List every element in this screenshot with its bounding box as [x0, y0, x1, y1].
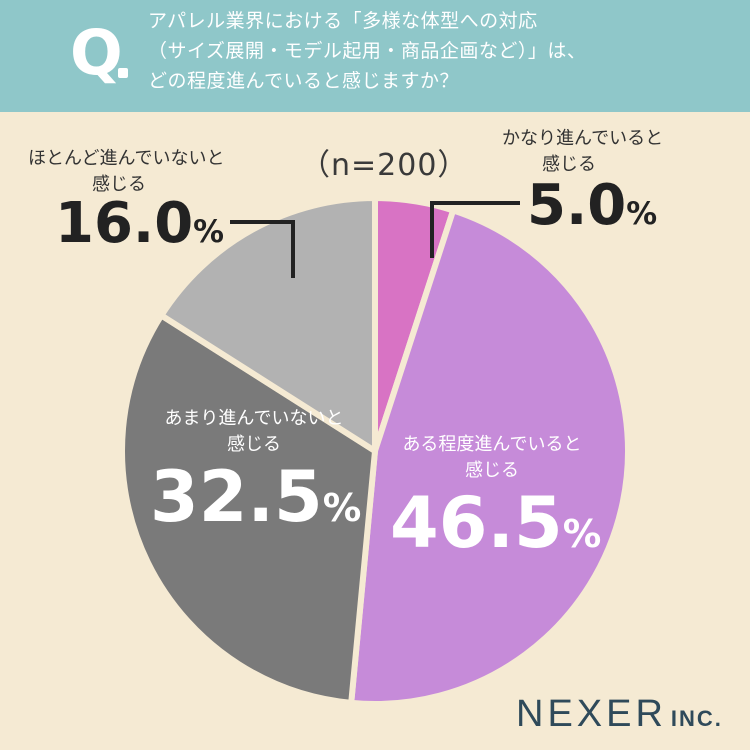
question-text: アパレル業界における「多様な体型への対応 （サイズ展開・モデル起用・商品企画など…: [148, 6, 738, 96]
question-line: アパレル業界における「多様な体型への対応: [148, 10, 538, 32]
percent-label-2: 46.5%: [390, 482, 602, 564]
leader-line-1: [430, 201, 520, 258]
nexer-logo: NEXER INC.: [516, 693, 723, 735]
percent-label-4: 16.0%: [55, 191, 225, 256]
q-mark: Q: [70, 16, 123, 89]
pie-slice-4: [158, 195, 378, 454]
pie-slice-2: [348, 207, 631, 707]
question-header: Q アパレル業界における「多様な体型への対応 （サイズ展開・モデル起用・商品企画…: [0, 0, 750, 112]
percent-label-3: 32.5%: [150, 456, 362, 538]
question-line: どの程度進んでいると感じますか？: [148, 70, 460, 92]
category-label-1: かなり進んでいると 感じる: [502, 128, 664, 175]
category-label-4: ほとんど進んでいないと 感じる: [28, 148, 225, 195]
q-dot: [118, 68, 128, 78]
question-line: （サイズ展開・モデル起用・商品企画など）」は、: [148, 40, 587, 62]
category-label-2: ある程度進んでいると 感じる: [402, 434, 582, 481]
sample-size-label: （n=200）: [300, 148, 469, 183]
leader-line-4: [230, 220, 295, 278]
percent-label-1: 5.0%: [527, 173, 658, 238]
category-label-3: あまり進んでいないと 感じる: [164, 408, 344, 455]
